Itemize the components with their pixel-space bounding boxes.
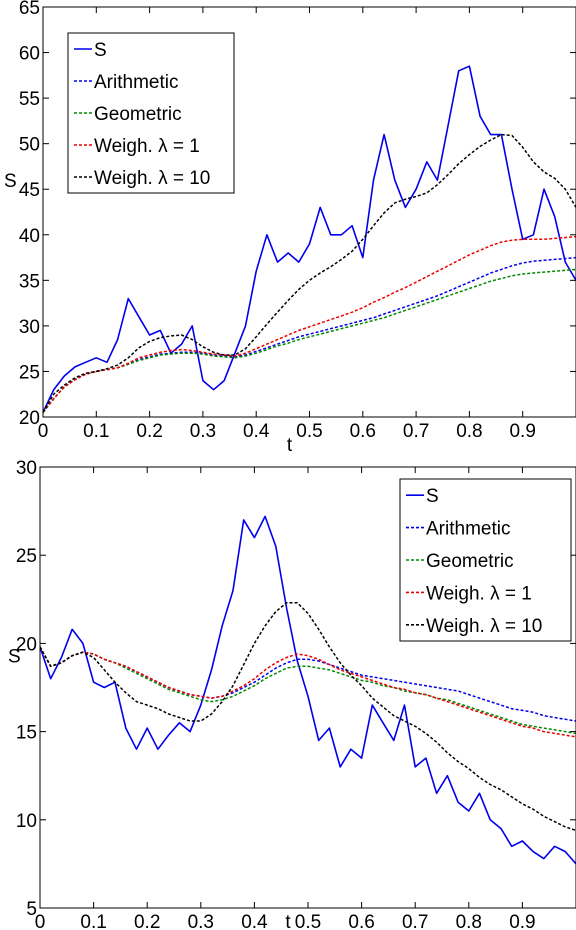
chart-2-series-1-line	[40, 646, 576, 722]
chart-2-y-tick-label: 5	[26, 899, 37, 920]
chart-1-y-tick-label: 35	[19, 271, 40, 292]
chart-1-x-tick-label: 0.2	[136, 421, 162, 442]
chart-2-y-tick-label: 15	[16, 723, 37, 744]
chart-1-y-tick-label: 25	[19, 362, 40, 383]
chart-2-x-tick-label: 0.2	[134, 912, 160, 930]
chart-2-y-tick-label: 10	[16, 811, 37, 832]
chart-1-series-4-line	[43, 133, 576, 413]
chart-1-y-axis-label: S	[4, 171, 17, 192]
chart-2-y-axis-label: S	[8, 647, 21, 668]
chart-2-y-tick-label: 30	[16, 458, 37, 479]
chart-1-y-tick-label: 45	[19, 180, 40, 201]
chart-2-series-4-line	[40, 602, 576, 832]
chart-1-series-3-line	[43, 235, 576, 413]
chart-2-legend-label: Arithmetic	[426, 519, 510, 540]
chart-1-y-tick-label: 55	[19, 89, 40, 110]
chart-2-series-3-line	[40, 646, 576, 738]
chart-1-legend-label: Arithmetic	[94, 72, 178, 93]
chart-1-series-1-line	[43, 256, 576, 413]
chart-1-x-tick-label: 0.8	[456, 421, 482, 442]
chart-2-x-tick-label: 0.5	[295, 912, 321, 930]
chart-1-x-tick-label: 0	[38, 421, 49, 442]
chart-2-legend-label: Weigh. λ = 1	[426, 583, 532, 604]
chart-2-y-tick-label: 25	[16, 546, 37, 567]
chart-2-x-tick-label: 0.1	[80, 912, 106, 930]
chart-1-x-tick-label: 0.7	[403, 421, 429, 442]
chart-2-legend-label: Weigh. λ = 10	[426, 616, 542, 637]
chart-1-y-tick-label: 50	[19, 135, 40, 156]
chart-1-legend-label: Weigh. λ = 10	[94, 168, 210, 189]
chart-1-x-tick-label: 0.6	[350, 421, 376, 442]
chart-1-y-tick-label: 40	[19, 226, 40, 247]
chart-1-y-tick-label: 20	[19, 408, 40, 429]
chart-2: 00.10.20.30.40.50.60.70.80.9151015202530…	[8, 458, 576, 930]
chart-2-legend: S Arithmetic Geometric Weigh. λ = 1 Weigh. λ…	[399, 478, 572, 642]
chart-2-x-tick-label: 0.3	[188, 912, 214, 930]
chart-1-y-tick-label: 30	[19, 317, 40, 338]
chart-2-x-tick-label: 0.7	[402, 912, 428, 930]
chart-1-legend-label: S	[94, 40, 107, 61]
chart-1-legend-box	[67, 32, 235, 194]
chart-1-series-0-line	[43, 65, 576, 413]
chart-1-x-tick-label: 0.4	[243, 421, 270, 442]
chart-1: 00.10.20.30.40.50.60.70.80.9120253035404…	[4, 0, 576, 456]
chart-1-x-tick-label: 0.5	[296, 421, 322, 442]
chart-2-x-tick-label: 0.4	[241, 912, 268, 930]
chart-2-x-tick-label: 0.9	[509, 912, 535, 930]
chart-2-series-2-line	[40, 646, 576, 735]
chart-1-legend-label: Weigh. λ = 1	[94, 136, 200, 157]
chart-1-series-2-line	[43, 268, 576, 413]
chart-2-x-tick-label: 0.8	[456, 912, 482, 930]
chart-2-x-axis-label: t	[285, 912, 291, 930]
chart-2-x-tick-label: 0	[35, 912, 46, 930]
chart-2-y-tick-label: 20	[16, 634, 37, 655]
chart-1-x-tick-label: 0.9	[509, 421, 535, 442]
chart-2-legend-label: Geometric	[426, 551, 514, 572]
chart-1-x-axis-label: t	[287, 435, 293, 456]
chart-1-x-tick-label: 0.1	[83, 421, 109, 442]
chart-2-legend-label: S	[426, 486, 439, 507]
chart-1-y-tick-label: 65	[19, 0, 40, 19]
chart-2-series-0-line	[40, 515, 576, 865]
chart-1-y-tick-label: 60	[19, 44, 40, 65]
chart-2-legend-box	[399, 478, 572, 642]
chart-1-legend: S Arithmetic Geometric Weigh. λ = 1 Weigh. λ…	[67, 32, 235, 194]
chart-1-legend-label: Geometric	[94, 104, 182, 125]
chart-1-x-tick-label: 0.3	[190, 421, 216, 442]
chart-2-x-tick-label: 0.6	[348, 912, 374, 930]
